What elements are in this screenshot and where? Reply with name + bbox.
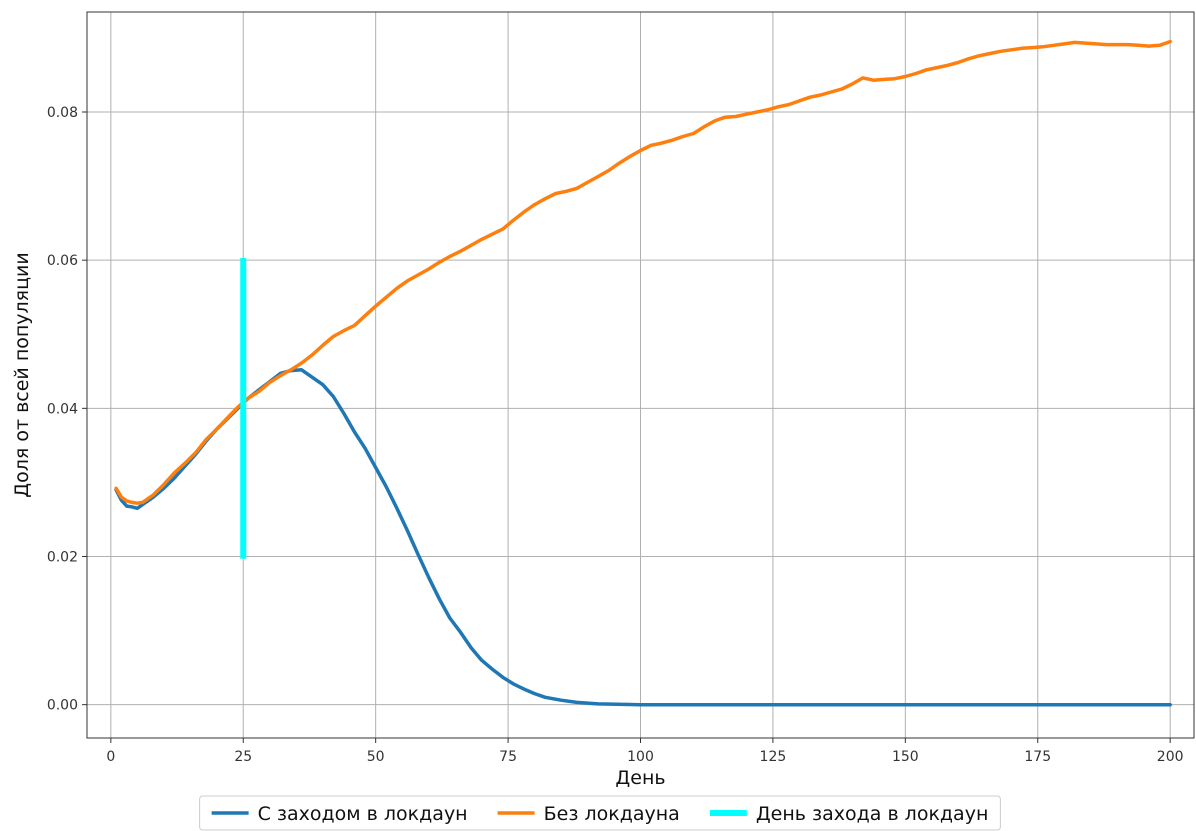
x-tick-label: 200 — [1157, 749, 1184, 765]
y-tick-label: 0.00 — [47, 698, 78, 714]
series-line-no-lockdown — [114, 39, 1172, 505]
series-line-lockdown — [114, 368, 1172, 707]
x-tick-label: 100 — [627, 749, 654, 765]
series-layer — [114, 39, 1172, 707]
x-tick-label: 150 — [892, 749, 919, 765]
x-tick-label: 0 — [106, 749, 115, 765]
legend-box — [199, 795, 1001, 831]
y-axis-label: Доля от всей популяции — [11, 252, 33, 497]
y-tick-label: 0.04 — [47, 401, 78, 417]
legend-label-no-lockdown: Без локдауна — [544, 803, 680, 825]
legend-label-lockdown-day: День захода в локдаун — [756, 803, 989, 825]
axis-ticks: 0 25 50 75 100 125 150 175 200 0.00 0.02 0.04 0.06 0.… — [47, 105, 1184, 765]
x-tick-label: 125 — [760, 749, 787, 765]
legend: С заходом в локдаун Без локдауна День за… — [199, 795, 1001, 831]
y-tick-label: 0.02 — [47, 550, 78, 566]
x-tick-label: 50 — [367, 749, 385, 765]
x-tick-label: 25 — [234, 749, 252, 765]
x-tick-label: 75 — [499, 749, 517, 765]
y-tick-label: 0.08 — [47, 105, 78, 121]
x-tick-label: 175 — [1024, 749, 1051, 765]
y-tick-label: 0.06 — [47, 253, 78, 269]
legend-label-lockdown: С заходом в локдаун — [258, 803, 468, 825]
x-axis-label: День — [615, 767, 665, 789]
